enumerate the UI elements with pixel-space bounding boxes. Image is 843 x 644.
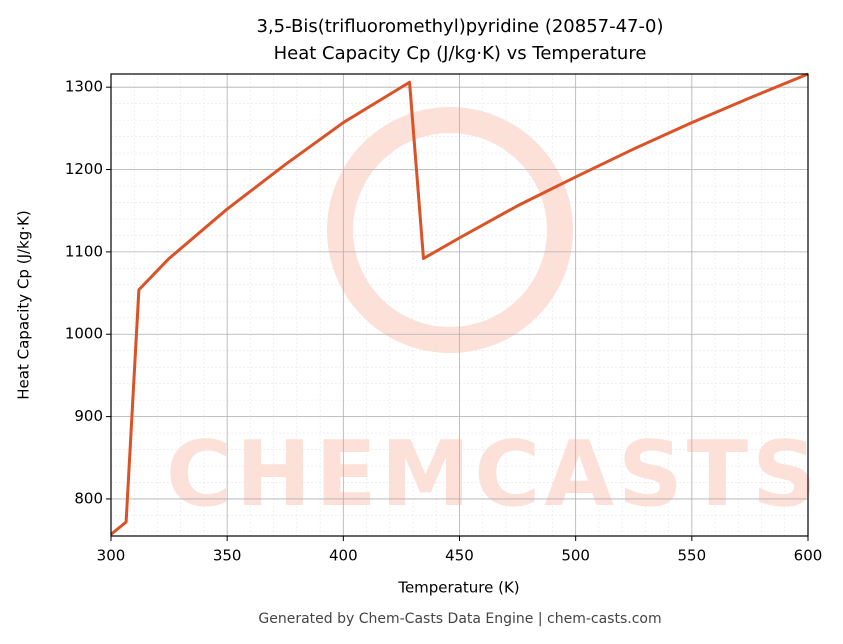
y-tick-label: 1200 (65, 160, 103, 178)
x-tick-label: 550 (678, 547, 707, 565)
plot-frame (110, 73, 809, 537)
y-tick-label: 800 (74, 489, 103, 507)
y-axis-label: Heat Capacity Cp (J/kg·K) (15, 210, 33, 399)
chart-title: 3,5-Bis(trifluoromethyl)pyridine (20857-… (257, 16, 664, 37)
x-tick-label: 600 (794, 547, 823, 565)
y-tick-label: 1300 (65, 78, 103, 96)
x-axis-label: Temperature (K) (397, 579, 519, 597)
footer: Generated by Chem-Casts Data Engine | ch… (258, 611, 661, 627)
watermark-logo (327, 107, 573, 353)
data-line (110, 72, 809, 536)
x-tick-label: 500 (561, 547, 590, 565)
x-tick-label: 400 (329, 547, 358, 565)
y-tick-label: 1000 (65, 325, 103, 343)
y-tick-label: 900 (74, 407, 103, 425)
y-tick-label: 1100 (65, 242, 103, 260)
x-tick-label: 350 (213, 547, 242, 565)
watermark: CHEMCASTS (166, 422, 821, 527)
x-tick-label: 450 (445, 547, 474, 565)
x-tick-label: 300 (97, 547, 126, 565)
chart-subtitle: Heat Capacity Cp (J/kg·K) vs Temperature (274, 43, 647, 64)
